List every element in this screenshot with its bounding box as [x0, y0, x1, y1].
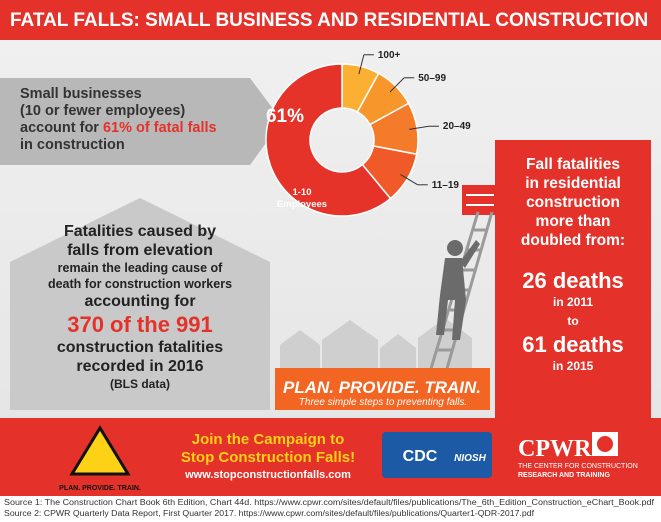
source-band: [0, 496, 661, 522]
text-line: Small businesses: [20, 86, 142, 102]
cpwr-sub: RESEARCH AND TRAINING: [518, 472, 610, 479]
scaffold: [462, 185, 496, 215]
worker: [436, 240, 480, 340]
text-line: construction fatalities: [56, 339, 224, 356]
campaign-url: www.stopconstructionfalls.com: [184, 469, 351, 481]
campaign-line: Stop Construction Falls!: [181, 449, 355, 466]
category-label: 50–99: [418, 73, 446, 84]
text-line: (BLS data): [110, 377, 170, 391]
leader-line: [389, 77, 405, 93]
value-label: 61%: [266, 106, 304, 127]
text-line: (10 or fewer employees): [20, 103, 186, 119]
text-line: recorded in 2016: [76, 358, 204, 375]
stat-year: in 2015: [552, 359, 594, 373]
leader-line: [400, 174, 418, 186]
text-line: accounting for: [84, 293, 196, 310]
text-line: more than: [535, 213, 611, 230]
text-line: Fatalities caused by: [63, 223, 217, 240]
text-line: remain the leading cause of: [57, 261, 223, 275]
category-label: 11–19: [432, 180, 460, 191]
stat-year: in 2011: [552, 295, 594, 309]
pie-slice: [265, 63, 392, 217]
header-band: [0, 0, 661, 40]
text-line: in construction: [20, 137, 125, 153]
leader-line: [358, 54, 365, 75]
elevation-text: Fatalities caused by falls from elevatio…: [15, 222, 265, 393]
plan-subtitle: Three simple steps to preventing falls.: [299, 397, 467, 408]
leader-line: [409, 125, 429, 130]
stat: 61 deaths: [522, 332, 624, 357]
scaffold-rails: [466, 194, 494, 206]
category-label: 100+: [378, 50, 401, 61]
cpwr-dot: [597, 436, 613, 452]
text-line: account for 61% of fatal falls: [20, 120, 260, 137]
stat: 26 deaths: [522, 268, 624, 293]
text-line: Fall fatalities: [526, 156, 620, 173]
cdc-text: CDC: [403, 448, 438, 465]
plan-banner: [275, 368, 490, 410]
small-business-text: Small businesses (10 or fewer employees)…: [20, 86, 260, 154]
house-panel: [10, 198, 270, 410]
text-line: 370 of the 991: [67, 312, 213, 337]
source: Source 2: CPWR Quarterly Data Report, Fi…: [4, 509, 535, 518]
residential-text: Fall fatalities in residential construct…: [495, 155, 651, 374]
title: FATAL FALLS: SMALL BUSINESS AND RESIDENT…: [10, 10, 648, 31]
text-line: falls from elevation: [67, 242, 213, 259]
text-line: in residential: [525, 175, 621, 192]
plan-small: PLAN. PROVIDE. TRAIN.: [59, 485, 141, 492]
cpwr-text: CPWR: [518, 436, 592, 462]
text-line: death for construction workers: [47, 277, 233, 291]
category-label: 1-10 Employees: [277, 187, 327, 210]
highlight: 61% of fatal falls: [102, 120, 217, 136]
residential-panel: [495, 140, 651, 420]
category-label: 20–49: [443, 121, 471, 132]
text-line: construction: [526, 194, 620, 211]
warning-icon: [69, 425, 131, 476]
campaign-line: Join the Campaign to: [192, 431, 345, 448]
plan-title: PLAN. PROVIDE. TRAIN.: [283, 378, 481, 397]
niosh-text: NIOSH: [454, 453, 486, 464]
stat-to: to: [567, 314, 579, 328]
text-line: account for: [20, 120, 99, 136]
arrow-panel: [0, 78, 282, 165]
cdc-logo: [382, 432, 492, 478]
text-line: doubled from:: [520, 232, 626, 249]
source: Source 1: The Construction Chart Book 6t…: [4, 498, 655, 507]
cpwr-sub: THE CENTER FOR CONSTRUCTION: [518, 463, 638, 470]
